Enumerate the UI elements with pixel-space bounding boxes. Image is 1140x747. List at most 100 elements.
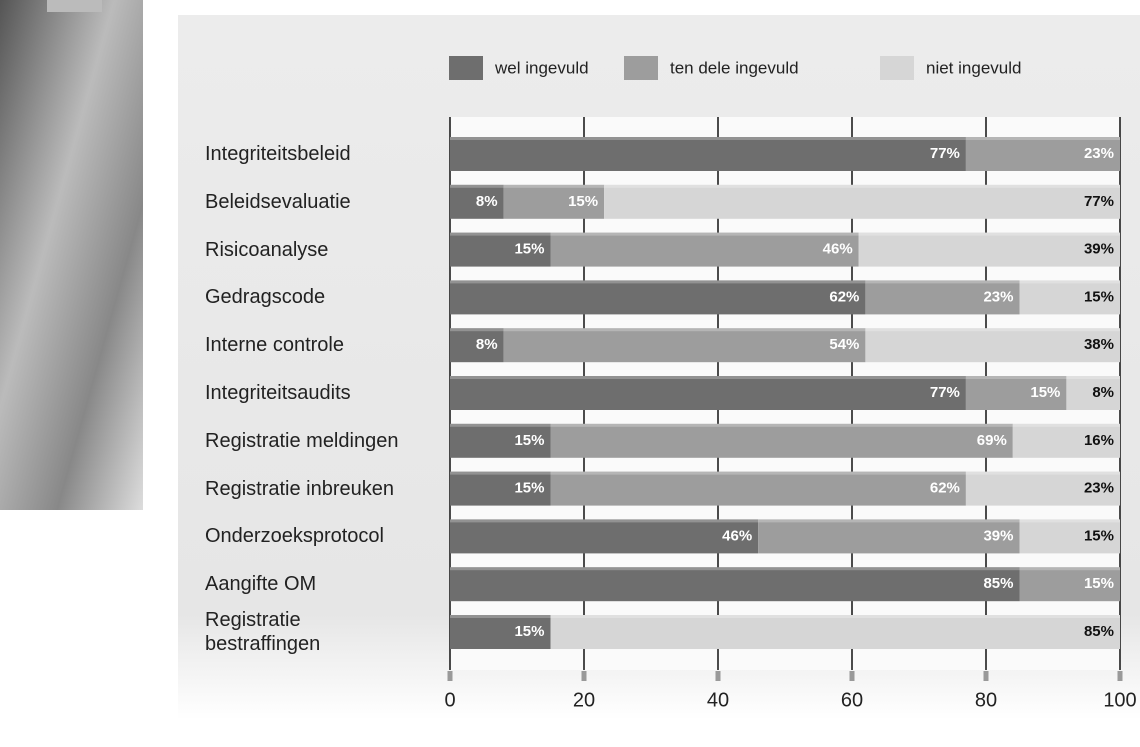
- x-tick-label: 100: [1103, 689, 1136, 711]
- legend-label: wel ingevuld: [494, 58, 589, 77]
- bar-highlight: [450, 328, 504, 331]
- value-label: 77%: [930, 145, 960, 162]
- y-tick-label: Integriteitsaudits: [205, 381, 351, 405]
- tick-mark: [850, 671, 855, 681]
- value-label: 46%: [823, 241, 853, 258]
- bar-highlight: [450, 280, 865, 283]
- value-label: 85%: [1084, 623, 1114, 640]
- value-label: 23%: [1084, 480, 1114, 497]
- bar-highlight: [450, 233, 551, 236]
- bar-segment: [551, 472, 966, 506]
- bar-highlight: [551, 424, 1013, 427]
- bar-highlight: [1020, 567, 1121, 570]
- value-label: 39%: [1084, 241, 1114, 258]
- bar-segment: [551, 615, 1121, 649]
- photo-tab: [47, 0, 102, 12]
- bar-highlight: [859, 233, 1120, 236]
- value-label: 54%: [829, 336, 859, 353]
- tick-mark: [448, 671, 453, 681]
- bar-highlight: [1013, 424, 1120, 427]
- legend-label: ten dele ingevuld: [670, 58, 799, 77]
- bar-segment: [551, 233, 859, 267]
- y-tick-label: Gedragscode: [205, 285, 325, 309]
- value-label: 15%: [514, 432, 544, 449]
- bar-highlight: [450, 472, 551, 475]
- bar-highlight: [551, 233, 859, 236]
- legend-label: niet ingevuld: [926, 58, 1021, 77]
- bar-highlight: [450, 376, 966, 379]
- value-label: 62%: [930, 480, 960, 497]
- value-label: 8%: [1092, 384, 1114, 401]
- value-label: 69%: [977, 432, 1007, 449]
- y-tick-label: Registratie inbreuken: [205, 477, 394, 501]
- bar-segment: [551, 424, 1013, 458]
- value-label: 77%: [930, 384, 960, 401]
- bar-segment: [450, 280, 865, 314]
- bar-segment: [859, 233, 1120, 267]
- value-label: 23%: [1084, 145, 1114, 162]
- bar-highlight: [966, 376, 1067, 379]
- page: 0 20 40 60 80 100 wel ingevuld ten dele ingevul…: [0, 0, 1140, 747]
- bar-highlight: [450, 185, 504, 188]
- x-tick-label: 60: [841, 689, 863, 711]
- y-tick-label: Beleidsevaluatie: [205, 190, 351, 214]
- photo: [0, 0, 143, 510]
- tick-mark: [984, 671, 989, 681]
- bar-highlight: [966, 472, 1120, 475]
- value-label: 62%: [829, 288, 859, 305]
- legend-swatch: [449, 56, 483, 80]
- y-tick-label: Interne controle: [205, 333, 344, 357]
- tick-mark: [1118, 671, 1123, 681]
- tick-mark: [716, 671, 721, 681]
- bar-segment: [450, 519, 758, 553]
- value-label: 23%: [983, 288, 1013, 305]
- bar-highlight: [504, 328, 866, 331]
- bar-highlight: [865, 328, 1120, 331]
- value-label: 16%: [1084, 432, 1114, 449]
- bar-highlight: [1066, 376, 1120, 379]
- bar-highlight: [551, 472, 966, 475]
- value-label: 15%: [1084, 288, 1114, 305]
- value-label: 8%: [476, 336, 498, 353]
- bar-highlight: [604, 185, 1120, 188]
- y-tick-label: Registratie meldingen: [205, 429, 398, 453]
- bar-highlight: [450, 567, 1020, 570]
- y-tick-label: Risicoanalyse: [205, 238, 328, 262]
- bar-highlight: [450, 424, 551, 427]
- x-tick-label: 80: [975, 689, 997, 711]
- bar-highlight: [450, 137, 966, 140]
- y-tick-label: Aangifte OM: [205, 572, 316, 596]
- bar-highlight: [504, 185, 604, 188]
- value-label: 77%: [1084, 193, 1114, 210]
- x-tick-label: 20: [573, 689, 595, 711]
- y-tick-label: Integriteitsbeleid: [205, 142, 351, 166]
- bar-highlight: [450, 519, 758, 522]
- value-label: 15%: [514, 241, 544, 258]
- legend-swatch: [624, 56, 658, 80]
- x-tick-label: 40: [707, 689, 729, 711]
- value-label: 15%: [568, 193, 598, 210]
- bar-highlight: [450, 615, 551, 618]
- value-label: 46%: [722, 527, 752, 544]
- value-label: 15%: [514, 480, 544, 497]
- chart: 0 20 40 60 80 100 wel ingevuld ten dele ingevul…: [0, 0, 1140, 747]
- bar-highlight: [551, 615, 1121, 618]
- bar-segment: [865, 328, 1120, 362]
- value-label: 38%: [1084, 336, 1114, 353]
- value-label: 15%: [1084, 575, 1114, 592]
- bar-segment: [758, 519, 1019, 553]
- bar-highlight: [966, 137, 1120, 140]
- value-label: 15%: [1084, 527, 1114, 544]
- bar-segment: [450, 137, 966, 171]
- value-label: 39%: [983, 527, 1013, 544]
- bar-highlight: [758, 519, 1019, 522]
- bar-highlight: [1020, 519, 1121, 522]
- value-label: 85%: [983, 575, 1013, 592]
- bar-highlight: [1020, 280, 1121, 283]
- value-label: 15%: [514, 623, 544, 640]
- bar-segment: [450, 376, 966, 410]
- legend-swatch: [880, 56, 914, 80]
- tick-mark: [582, 671, 587, 681]
- value-label: 8%: [476, 193, 498, 210]
- x-tick-label: 0: [444, 689, 455, 711]
